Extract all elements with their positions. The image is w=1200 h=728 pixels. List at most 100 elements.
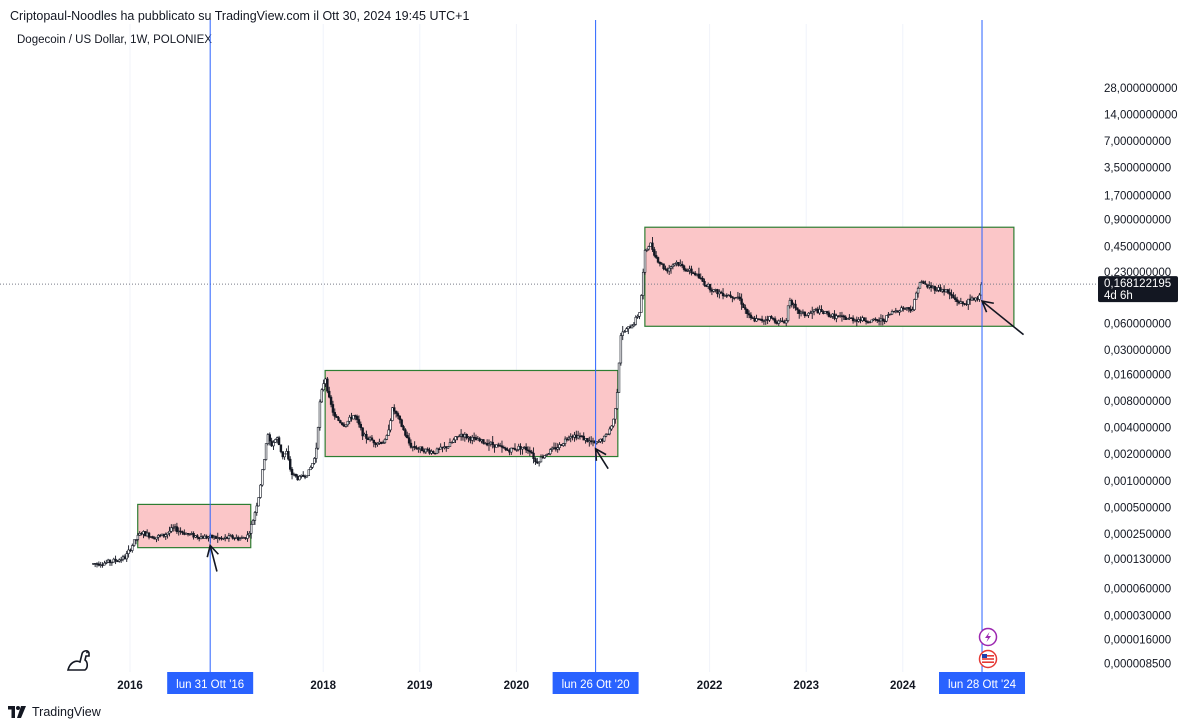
candle-body bbox=[887, 314, 890, 316]
candle-body bbox=[166, 532, 169, 535]
candle-body bbox=[279, 444, 283, 452]
us-flag-icon[interactable] bbox=[978, 649, 998, 669]
y-tick-label: 0,004000000 bbox=[1104, 423, 1171, 435]
candle-body bbox=[134, 539, 138, 541]
tradingview-brand[interactable]: TradingView bbox=[8, 705, 101, 719]
candle-body bbox=[393, 407, 396, 412]
candle-body bbox=[636, 315, 639, 318]
candle-body bbox=[671, 264, 675, 268]
x-tick-label: 2023 bbox=[793, 680, 819, 692]
candle-body bbox=[292, 473, 296, 476]
x-axis[interactable]: lun 31 Ott '16 lun 26 Ott '20 lun 28 Ott '… bbox=[117, 672, 1026, 694]
candle-body bbox=[775, 322, 779, 324]
candle-body bbox=[485, 442, 489, 446]
candle-body bbox=[831, 313, 834, 317]
candle-body bbox=[874, 318, 877, 321]
marker-date-badge[interactable] bbox=[167, 672, 254, 694]
arrow-head bbox=[980, 300, 994, 313]
candle-body bbox=[445, 446, 448, 449]
candle-body bbox=[125, 553, 128, 560]
y-tick-label: 0,000250000 bbox=[1104, 529, 1171, 541]
candle-body bbox=[913, 299, 916, 310]
candle-body bbox=[835, 315, 838, 319]
y-tick-label: 0,000060000 bbox=[1104, 584, 1171, 596]
candle-body bbox=[380, 441, 383, 444]
candle-body bbox=[108, 559, 112, 563]
candle-body bbox=[106, 559, 110, 563]
current-price-tag[interactable] bbox=[1098, 276, 1178, 303]
candle-body bbox=[417, 448, 420, 450]
candle-body bbox=[615, 392, 619, 409]
candle-body bbox=[409, 442, 413, 448]
candle-body bbox=[186, 532, 190, 535]
candle-body bbox=[796, 307, 799, 311]
lightning-icon[interactable] bbox=[978, 627, 998, 647]
candle-body bbox=[183, 532, 186, 535]
candle-body bbox=[558, 444, 561, 448]
candle-body bbox=[779, 320, 782, 322]
candle-body bbox=[846, 318, 849, 320]
candle-body bbox=[145, 532, 149, 537]
candle-body bbox=[385, 435, 389, 440]
candle-body bbox=[634, 316, 637, 325]
candle-body bbox=[805, 314, 808, 317]
candle-body bbox=[941, 289, 944, 292]
candle-body bbox=[346, 420, 349, 426]
candle-body bbox=[686, 270, 689, 272]
marker-date-label: lun 31 Ott '16 bbox=[176, 679, 244, 691]
candle-body bbox=[673, 263, 676, 266]
candle-body bbox=[907, 307, 911, 310]
candle-body bbox=[732, 297, 736, 299]
candle-body bbox=[328, 390, 331, 398]
candle-body bbox=[599, 438, 602, 442]
x-tick-label: 2018 bbox=[310, 680, 336, 692]
candle-body bbox=[233, 537, 236, 540]
candle-body bbox=[342, 424, 346, 427]
arrow-head bbox=[594, 447, 607, 461]
candle-body bbox=[976, 297, 979, 300]
candle-body bbox=[446, 446, 450, 449]
candle-body bbox=[736, 296, 740, 299]
candle-body bbox=[175, 526, 179, 533]
marker-date-badge[interactable] bbox=[939, 672, 1026, 694]
candle-body bbox=[181, 531, 184, 534]
candle-body bbox=[697, 273, 701, 279]
candle-body bbox=[550, 447, 554, 450]
candle-body bbox=[467, 436, 470, 439]
candle-body bbox=[853, 319, 857, 322]
bar-countdown: 4d 6h bbox=[1104, 290, 1133, 302]
marker-date-badge[interactable] bbox=[552, 672, 639, 694]
candle-body bbox=[251, 520, 255, 525]
candle-body bbox=[589, 440, 593, 443]
candle-body bbox=[129, 549, 132, 552]
candle-body bbox=[640, 295, 643, 313]
arrow-head bbox=[206, 543, 219, 558]
candle-body bbox=[140, 533, 143, 535]
candle-body bbox=[729, 294, 732, 297]
candle-body bbox=[803, 311, 806, 316]
x-tick-label: 2019 bbox=[407, 680, 433, 692]
candle-body bbox=[627, 326, 630, 330]
y-tick-label: 0,900000000 bbox=[1104, 215, 1171, 227]
candle-body bbox=[270, 440, 273, 447]
candle-body bbox=[926, 284, 929, 288]
candle-body bbox=[690, 268, 693, 274]
candle-body bbox=[762, 320, 766, 322]
candle-body bbox=[811, 311, 814, 314]
x-tick-label: 2022 bbox=[697, 680, 723, 692]
candle-body bbox=[105, 562, 108, 564]
candle-body bbox=[669, 266, 673, 269]
candle-body bbox=[582, 435, 585, 441]
candle-body bbox=[968, 298, 972, 301]
candle-body bbox=[513, 448, 517, 451]
arrow-2 bbox=[594, 448, 609, 470]
candle-body bbox=[801, 311, 805, 314]
y-tick-label: 0,000500000 bbox=[1104, 502, 1171, 514]
candle-body bbox=[552, 447, 556, 449]
candle-body bbox=[302, 474, 305, 477]
candle-body bbox=[866, 321, 870, 323]
candle-body bbox=[162, 533, 166, 537]
candle-body bbox=[528, 450, 532, 453]
